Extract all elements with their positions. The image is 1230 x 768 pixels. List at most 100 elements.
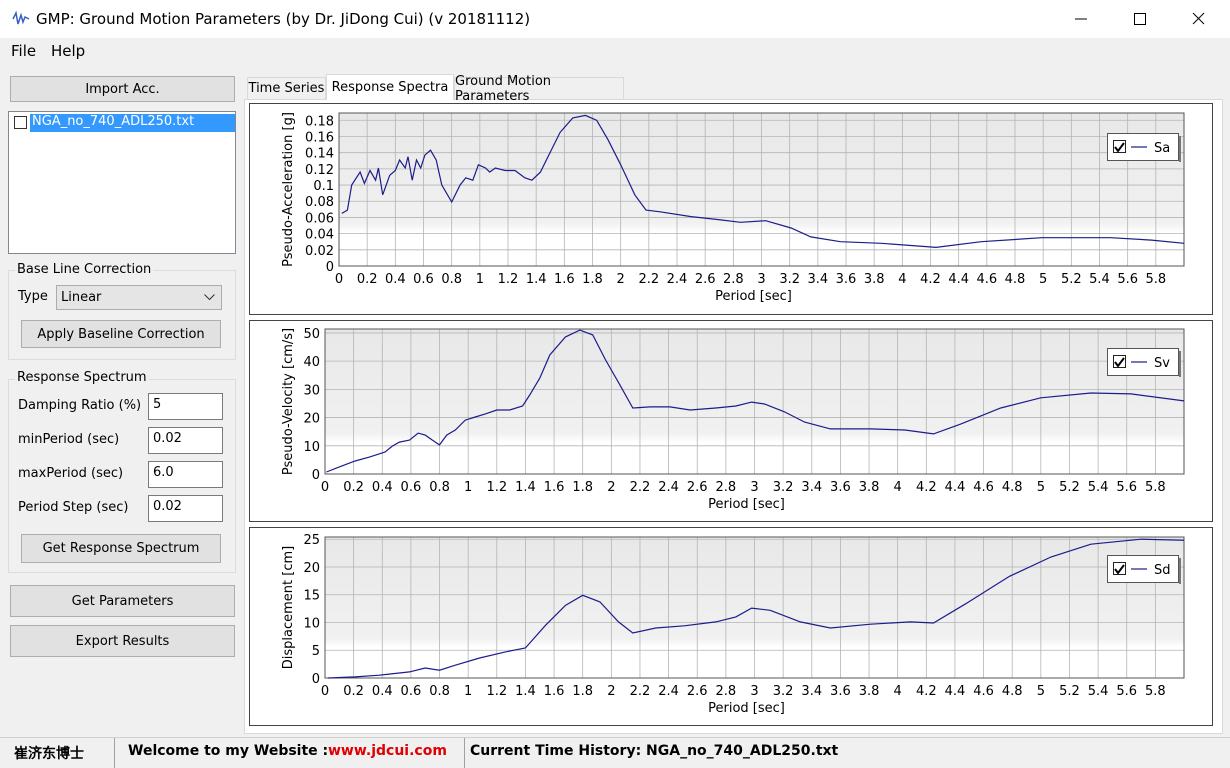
x-tick-label: 4.2 xyxy=(916,480,937,495)
x-tick-label: 5.4 xyxy=(1088,480,1109,495)
x-tick-label: 5.6 xyxy=(1117,272,1138,287)
x-tick-label: 2.2 xyxy=(630,480,651,495)
x-tick-label: 0.6 xyxy=(401,480,422,495)
field-input[interactable]: 0.02 xyxy=(148,495,223,522)
title-bar: GMP: Ground Motion Parameters (by Dr. Ji… xyxy=(0,0,1230,38)
x-tick-label: 0.8 xyxy=(429,684,450,699)
field-label: Period Step (sec) xyxy=(18,500,129,515)
y-tick-label: 0.06 xyxy=(305,211,334,226)
legend-check xyxy=(1114,357,1125,368)
series-line xyxy=(341,114,1185,249)
status-file: Current Time History: NGA_no_740_ADL250.… xyxy=(470,743,839,759)
tab[interactable]: Response Spectra xyxy=(326,74,454,100)
y-tick-label: 10 xyxy=(303,440,320,455)
x-tick-label: 3 xyxy=(750,480,758,495)
y-tick-label: 5 xyxy=(312,644,320,659)
x-tick-label: 2.4 xyxy=(658,684,679,699)
spectrum-button[interactable]: Get Response Spectrum xyxy=(21,534,221,563)
x-tick-label: 3 xyxy=(757,272,765,287)
legend-check xyxy=(1114,142,1125,153)
x-tick-label: 4 xyxy=(898,272,906,287)
x-tick-label: 0.2 xyxy=(343,684,364,699)
x-tick-label: 4.2 xyxy=(920,272,941,287)
x-tick-label: 5.4 xyxy=(1088,684,1109,699)
status-author: 崔济东博士 xyxy=(14,746,84,762)
x-tick-label: 2.2 xyxy=(630,684,651,699)
x-tick-label: 3.2 xyxy=(779,272,800,287)
x-tick-label: 5 xyxy=(1039,272,1047,287)
x-tick-label: 3.4 xyxy=(801,480,822,495)
x-tick-label: 0 xyxy=(321,684,329,699)
x-tick-label: 0.2 xyxy=(357,272,378,287)
y-tick-label: 0.18 xyxy=(305,114,334,129)
x-tick-label: 4.8 xyxy=(1002,684,1023,699)
x-tick-label: 5.8 xyxy=(1145,480,1166,495)
x-tick-label: 5.2 xyxy=(1059,684,1080,699)
get-parameters-button[interactable]: Get Parameters xyxy=(10,585,235,617)
field-label: maxPeriod (sec) xyxy=(18,466,124,481)
menu-item[interactable]: File xyxy=(11,42,37,60)
x-tick-label: 1 xyxy=(464,684,472,699)
x-tick-label: 2.4 xyxy=(658,480,679,495)
y-tick-label: 25 xyxy=(303,533,320,548)
x-tick-label: 5.8 xyxy=(1145,272,1166,287)
legend-label: Sv xyxy=(1154,356,1170,371)
series-line xyxy=(327,538,1185,679)
legend-label: Sa xyxy=(1154,141,1170,156)
x-tick-label: 4.6 xyxy=(973,684,994,699)
field-input[interactable]: 0.02 xyxy=(148,427,223,454)
x-tick-label: 2 xyxy=(607,480,615,495)
tab[interactable]: Time Series xyxy=(247,77,326,99)
y-tick-label: 0.08 xyxy=(305,195,334,210)
y-tick-label: 40 xyxy=(303,355,320,370)
x-tick-label: 1.6 xyxy=(544,480,565,495)
legend-checkbox xyxy=(1113,562,1126,575)
baseline-button[interactable]: Apply Baseline Correction xyxy=(21,320,221,348)
legend-checkbox xyxy=(1113,140,1126,153)
field-input[interactable]: 5 xyxy=(148,393,223,420)
x-tick-label: 3.2 xyxy=(773,480,794,495)
y-axis-label: Pseudo-Velocity [cm/s] xyxy=(281,328,296,475)
y-tick-label: 0.14 xyxy=(305,147,334,162)
status-link[interactable]: www.jdcui.com xyxy=(328,743,447,759)
x-tick-label: 2.2 xyxy=(638,272,659,287)
x-tick-label: 2.8 xyxy=(716,684,737,699)
x-tick-label: 2.4 xyxy=(667,272,688,287)
x-tick-label: 2 xyxy=(617,272,625,287)
x-tick-label: 5 xyxy=(1037,684,1045,699)
x-axis-label: Period [sec] xyxy=(708,701,785,716)
checkbox[interactable] xyxy=(14,116,27,129)
x-tick-label: 5.2 xyxy=(1061,272,1082,287)
y-tick-label: 20 xyxy=(303,412,320,427)
x-tick-label: 4.6 xyxy=(976,272,997,287)
x-tick-label: 3 xyxy=(750,684,758,699)
import-button[interactable]: Import Acc. xyxy=(10,76,235,102)
x-tick-label: 0.4 xyxy=(372,480,393,495)
x-tick-label: 5.8 xyxy=(1145,684,1166,699)
x-axis-label: Period [sec] xyxy=(715,289,792,304)
y-tick-label: 30 xyxy=(303,383,320,398)
y-tick-label: 15 xyxy=(303,589,320,604)
x-tick-label: 2.6 xyxy=(687,684,708,699)
file-item[interactable]: NGA_no_740_ADL250.txt xyxy=(30,114,235,132)
type-select[interactable]: Linear xyxy=(56,285,222,310)
x-tick-label: 2.8 xyxy=(716,480,737,495)
field-input[interactable]: 6.0 xyxy=(148,461,223,488)
field-label: Damping Ratio (%) xyxy=(18,398,142,413)
series-line xyxy=(326,329,1185,473)
menu-item[interactable]: Help xyxy=(51,42,86,60)
y-tick-label: 0.12 xyxy=(305,163,334,178)
y-tick-label: 0.1 xyxy=(313,179,334,194)
export-button[interactable]: Export Results xyxy=(10,625,235,657)
window-controls[interactable] xyxy=(1060,0,1230,38)
status-welcome: Welcome to my Website : xyxy=(128,743,329,759)
x-tick-label: 4.4 xyxy=(948,272,969,287)
dropdown-arrow xyxy=(204,294,215,301)
x-tick-label: 3.8 xyxy=(859,684,880,699)
x-tick-label: 5.6 xyxy=(1116,480,1137,495)
x-tick-label: 2.6 xyxy=(687,480,708,495)
legend-check xyxy=(1114,564,1125,575)
x-tick-label: 0.2 xyxy=(343,480,364,495)
